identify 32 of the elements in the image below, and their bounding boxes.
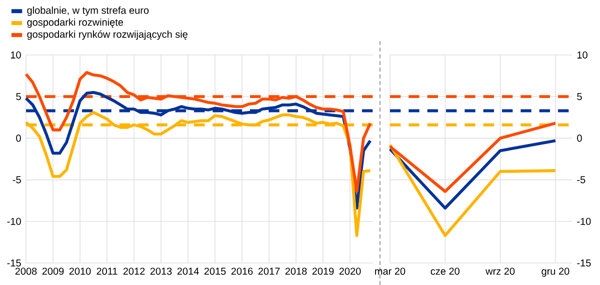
x-tick-label: 2013 — [150, 268, 172, 275]
y-tick-label: 5 — [577, 93, 582, 100]
x-tick-label: cze 20 — [430, 268, 460, 275]
x-tick-label: mar 20 — [375, 268, 406, 275]
x-tick-label: 2017 — [258, 268, 280, 275]
legend-label: gospodarki rozwinięte — [27, 18, 124, 28]
x-tick-label: 2020 — [339, 268, 361, 275]
x-tick-label: 2012 — [123, 268, 145, 275]
y-tick-label: 0 — [577, 134, 582, 142]
y-tick-label: 5 — [16, 93, 21, 100]
x-tick-label: 2008 — [15, 268, 37, 275]
x-tick-label: 2015 — [204, 268, 226, 275]
y-tick-label: -15 — [7, 260, 21, 266]
y-tick-label: -5 — [577, 176, 586, 184]
y-tick-label: -5 — [12, 176, 21, 184]
y-tick-label: 0 — [16, 134, 21, 142]
legend-label: gospodarki rynków rozwijających się — [27, 30, 188, 40]
y-tick-label: 10 — [577, 51, 588, 59]
x-tick-label: 2019 — [312, 268, 334, 275]
x-tick-label: 2016 — [231, 268, 253, 275]
y-tick-label: -15 — [577, 260, 591, 266]
y-tick-label: -10 — [7, 218, 21, 225]
y-tick-label: -10 — [577, 218, 591, 225]
y-tick-label: 10 — [10, 51, 21, 59]
x-tick-label: 2014 — [177, 268, 199, 275]
x-tick-label: wrz 20 — [486, 268, 515, 275]
x-tick-label: gru 20 — [542, 268, 570, 277]
x-tick-label: 2009 — [42, 268, 64, 275]
x-tick-label: 2018 — [285, 268, 307, 275]
x-tick-label: 2011 — [96, 268, 118, 275]
x-tick-label: 2010 — [69, 268, 91, 275]
legend-label: globalnie, w tym strefa euro — [27, 6, 149, 16]
